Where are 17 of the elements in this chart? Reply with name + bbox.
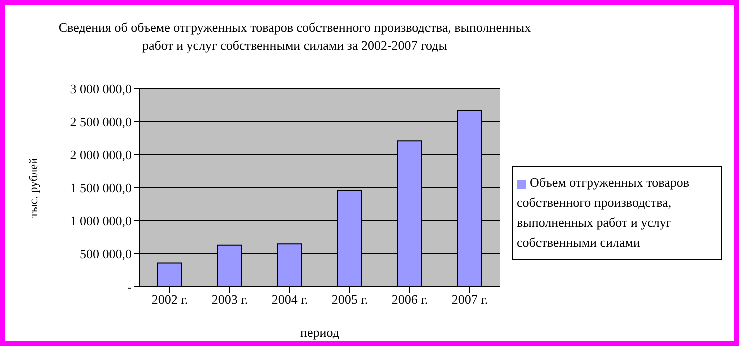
y-tick-label: - [128, 280, 132, 295]
x-tick-label: 2006 г. [392, 292, 428, 308]
chart-title: Сведения об объеме отгруженных товаров собственного производства, выполненных работ и услуг собственными силами за 2002-2007 годы [58, 19, 532, 55]
y-tick-label: 500 000,0 [80, 246, 132, 262]
x-tick-label: 2002 г. [152, 292, 188, 308]
legend-label: Объем отгруженных товаров собственного производства, выполненных работ и услуг собственными силами [517, 175, 690, 250]
x-tick-label: 2005 г. [332, 292, 368, 308]
y-tick-label: 1 500 000,0 [70, 180, 132, 196]
x-tick-label: 2003 г. [212, 292, 248, 308]
x-axis-title: период [300, 325, 340, 340]
x-tick-label: 2004 г. [272, 292, 308, 308]
y-tick-label: 2 000 000,0 [70, 148, 132, 163]
x-tick-label: 2007 г. [452, 292, 488, 308]
y-tick-label: 2 500 000,0 [70, 114, 132, 130]
y-axis-title: тыс. рублей [26, 157, 40, 218]
y-tick-label: 1 000 000,0 [70, 214, 132, 229]
y-tick-label: 3 000 000,0 [70, 82, 132, 97]
